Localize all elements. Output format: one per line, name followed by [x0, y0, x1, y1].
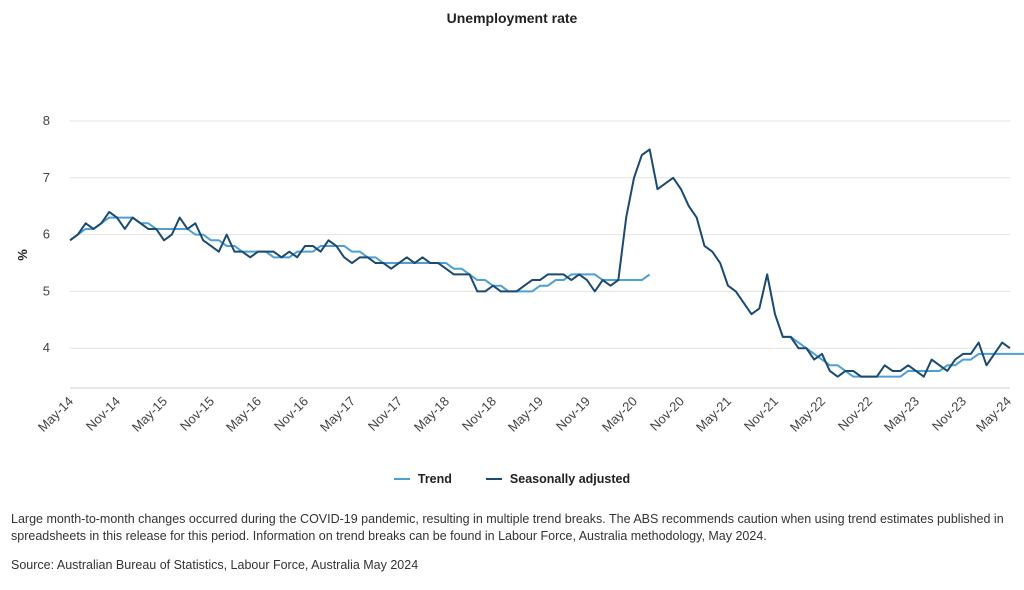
x-axis-ticks: May-14 Nov-14 May-15 Nov-15 May-16 Nov-16 May-… — [35, 394, 1014, 435]
legend-label-seasonally-adjusted: Seasonally adjusted — [509, 472, 631, 486]
legend-label-trend: Trend — [417, 472, 452, 486]
series-lines — [69, 148, 1024, 378]
y-tick-label: 7 — [43, 170, 50, 185]
y-tick-label: 4 — [43, 340, 50, 355]
x-tick-label: May-15 — [129, 394, 170, 435]
legend-item-seasonally-adjusted[interactable]: Seasonally adjusted — [485, 472, 631, 486]
y-tick-label: 6 — [43, 227, 50, 242]
series-line-trend — [69, 216, 651, 293]
x-tick-label: May-20 — [599, 394, 640, 435]
x-tick-label: May-21 — [693, 394, 734, 435]
legend-swatch-seasonally-adjusted — [485, 478, 502, 480]
x-tick-label: Nov-20 — [647, 394, 687, 434]
x-tick-label: Nov-19 — [553, 394, 593, 434]
series-line-seasonally-adjusted — [69, 148, 1011, 378]
legend: Trend Seasonally adjusted — [0, 472, 1024, 486]
gridlines — [70, 120, 1010, 389]
x-tick-label: Nov-22 — [835, 394, 875, 434]
legend-item-trend[interactable]: Trend — [393, 472, 452, 486]
x-tick-label: Nov-23 — [929, 394, 969, 434]
footnote: Large month-to-month changes occurred du… — [11, 512, 1004, 543]
x-tick-label: May-22 — [787, 394, 828, 435]
x-tick-label: May-24 — [973, 394, 1014, 435]
x-tick-label: May-18 — [411, 394, 452, 435]
x-tick-label: May-17 — [317, 394, 358, 435]
x-tick-label: Nov-15 — [177, 394, 217, 434]
x-tick-label: May-16 — [223, 394, 264, 435]
legend-swatch-trend — [393, 478, 410, 480]
y-tick-label: 8 — [43, 113, 50, 128]
x-tick-label: Nov-16 — [271, 394, 311, 434]
x-tick-label: May-14 — [35, 394, 76, 435]
y-axis-label: % — [15, 249, 30, 261]
y-tick-label: 5 — [43, 283, 50, 298]
source-note: Source: Australian Bureau of Statistics,… — [11, 558, 419, 572]
x-tick-label: Nov-14 — [83, 394, 123, 434]
x-tick-label: Nov-21 — [741, 394, 781, 434]
x-tick-label: May-19 — [505, 394, 546, 435]
x-tick-label: May-23 — [881, 394, 922, 435]
x-tick-label: Nov-18 — [459, 394, 499, 434]
y-axis-ticks: 4 5 6 7 8 — [43, 113, 50, 355]
chart-title: Unemployment rate — [446, 10, 578, 26]
x-tick-label: Nov-17 — [365, 394, 405, 434]
